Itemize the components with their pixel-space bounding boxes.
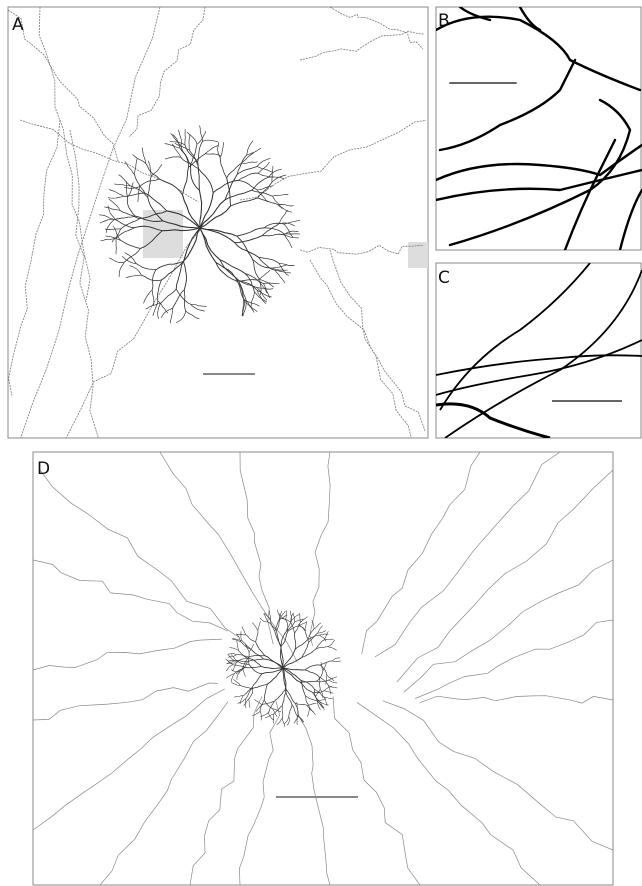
neurite xyxy=(264,283,280,284)
panel-label: A xyxy=(12,15,24,35)
panel-c-frame xyxy=(436,263,641,438)
panel-label: C xyxy=(438,268,450,288)
panel-label: D xyxy=(37,459,50,479)
panel-d-frame xyxy=(33,452,613,885)
panel-label: B xyxy=(438,11,450,31)
figure: A B C D xyxy=(0,0,642,886)
